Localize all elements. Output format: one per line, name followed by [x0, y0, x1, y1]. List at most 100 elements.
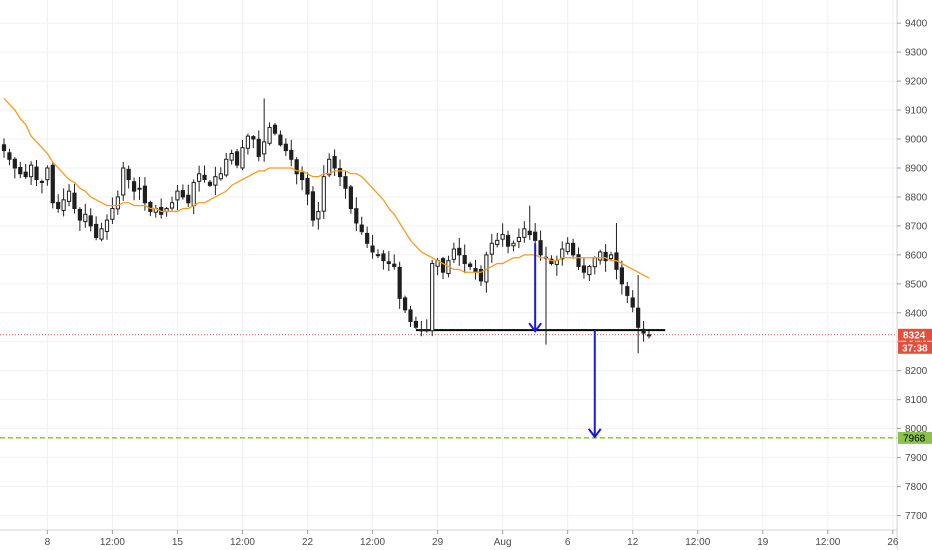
- candle: [576, 247, 581, 271]
- candle: [229, 149, 234, 165]
- candle-body-down: [343, 176, 348, 189]
- price-tick-label: 9100: [905, 106, 928, 117]
- candle: [560, 241, 565, 266]
- time-tick-label: 15: [172, 537, 184, 548]
- candle-body-down: [468, 263, 473, 267]
- candle-body-up: [121, 167, 126, 196]
- candle-body-down: [630, 297, 635, 308]
- current-price-tag: 8324: [898, 328, 932, 341]
- candle: [538, 230, 543, 261]
- candle: [424, 319, 429, 333]
- candle-body-down: [619, 267, 624, 285]
- candle-body-up: [229, 152, 234, 161]
- candle-body-up: [516, 236, 521, 242]
- candle-body-up: [267, 126, 272, 144]
- candle-body-up: [489, 242, 494, 255]
- candle-body-down: [348, 186, 353, 210]
- candle: [495, 233, 500, 248]
- candle: [278, 130, 283, 147]
- arrow-to-target[interactable]: [587, 330, 602, 439]
- candle-body-up: [175, 190, 180, 201]
- candle: [283, 138, 288, 156]
- candle-body-up: [99, 228, 104, 240]
- moving-average-layer: [3, 98, 650, 279]
- current-price-tag-bg: [898, 328, 932, 341]
- candle-body-down: [440, 258, 446, 273]
- price-tick-label: 8800: [905, 192, 928, 203]
- candle: [186, 184, 191, 207]
- candle: [473, 259, 478, 280]
- candle: [251, 135, 256, 149]
- candle: [522, 221, 527, 243]
- candle: [500, 223, 505, 247]
- candle-body-down: [505, 235, 511, 247]
- time-tick-label: 26: [887, 537, 899, 548]
- candle: [581, 257, 587, 279]
- candle-body-up: [646, 334, 652, 337]
- candle-body-up: [45, 167, 50, 181]
- candle-body-up: [29, 164, 34, 178]
- candle-body-down: [1, 144, 7, 152]
- arrow-to-support[interactable]: [528, 243, 542, 333]
- countdown-tag: 37:38: [898, 341, 932, 354]
- time-tick-label: 8: [45, 537, 51, 548]
- candle: [462, 244, 467, 274]
- candle: [300, 166, 305, 191]
- candle-body-up: [110, 208, 115, 220]
- candle-body-up: [137, 187, 142, 190]
- candle-body-up: [104, 219, 110, 232]
- candle-body-down: [424, 329, 429, 332]
- candle-body-up: [327, 158, 332, 176]
- arrow-head: [528, 322, 542, 333]
- time-tick-label: 29: [432, 537, 444, 548]
- candle: [23, 164, 28, 179]
- candle: [451, 242, 456, 264]
- time-tick-label: 12:00: [100, 537, 125, 548]
- candle-body-down: [77, 208, 82, 221]
- candle-body-down: [337, 168, 343, 178]
- candle-body-down: [7, 152, 12, 160]
- candle: [256, 130, 261, 162]
- candle-body-down: [381, 253, 386, 262]
- candle-body-down: [256, 138, 261, 157]
- candle: [430, 259, 435, 337]
- candle: [332, 149, 337, 177]
- candle: [354, 197, 359, 232]
- candle: [72, 183, 77, 214]
- candle-body-up: [169, 202, 175, 209]
- candle-body-up: [218, 173, 223, 180]
- candle-body-down: [12, 158, 17, 169]
- candle-body-down: [50, 164, 55, 204]
- candle: [608, 251, 614, 260]
- candle: [457, 237, 462, 266]
- candle: [234, 148, 240, 169]
- candle-body-down: [370, 245, 375, 253]
- candle-body-down: [310, 191, 316, 221]
- candle-body-down: [365, 232, 370, 244]
- candle-body-up: [587, 265, 592, 276]
- candle-body-up: [430, 263, 435, 332]
- candle: [272, 122, 278, 136]
- price-tick-label: 8500: [905, 279, 928, 290]
- time-tick-label: 6: [565, 537, 571, 548]
- candle: [527, 205, 532, 240]
- candle-body-down: [34, 166, 39, 181]
- candle-body-down: [148, 201, 153, 212]
- candle-body-down: [272, 124, 278, 134]
- candle: [397, 261, 402, 309]
- candle: [131, 177, 137, 201]
- candle-body-up: [224, 158, 229, 176]
- candle: [137, 176, 142, 200]
- candle: [468, 261, 473, 271]
- candle: [202, 165, 207, 183]
- target-price-tag: 7968: [898, 431, 932, 444]
- candle-body-up: [560, 248, 565, 260]
- price-tags: 8324 37:38 7968: [898, 328, 932, 444]
- candle-body-down: [413, 320, 419, 328]
- target-price-tag-bg: [898, 431, 932, 444]
- time-axis[interactable]: 8 12:00 15 12:00 22 12:00 29 Aug 6 12 12:00 19 12:00…: [0, 529, 899, 548]
- candle: [478, 265, 484, 286]
- price-axis[interactable]: 7700780079008000810082008300840085008600…: [896, 0, 928, 550]
- candle: [224, 152, 229, 178]
